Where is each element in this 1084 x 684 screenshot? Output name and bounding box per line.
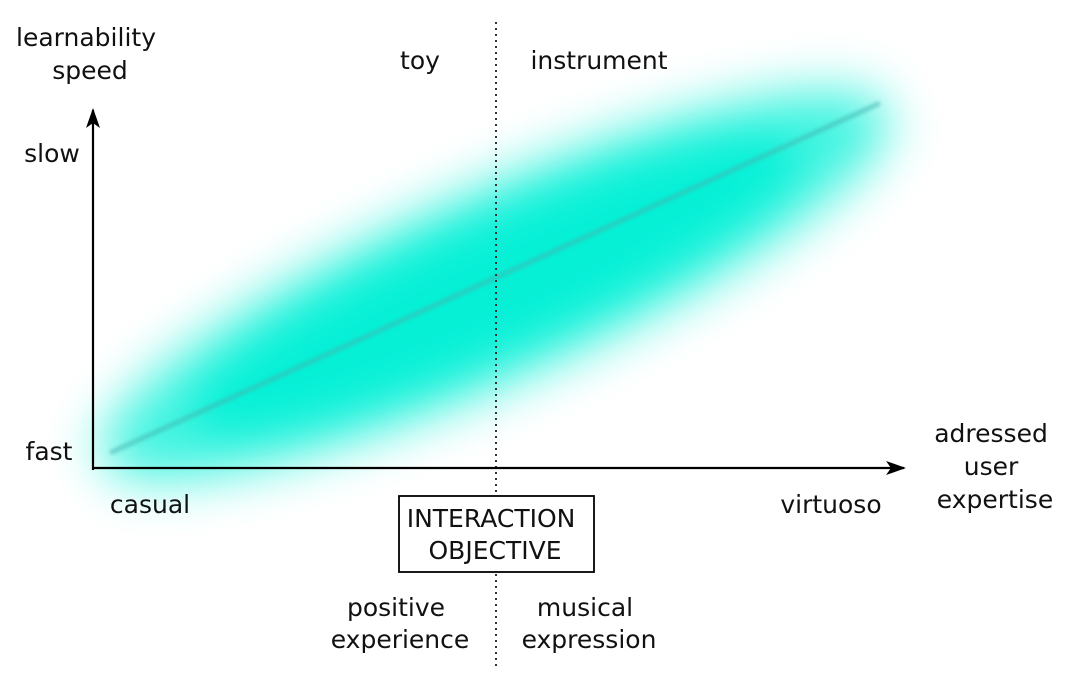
trend-line <box>109 101 881 455</box>
interaction-objective-box: INTERACTION OBJECTIVE <box>398 495 595 573</box>
y-axis-top-label: slow <box>24 139 80 168</box>
y-axis-title: learnability speed <box>16 23 164 85</box>
x-axis-title: adressed user expertise <box>934 419 1056 514</box>
interaction-objective-label: INTERACTION OBJECTIVE <box>407 504 584 565</box>
x-axis-right-label: virtuoso <box>780 490 881 519</box>
region-instrument-label: instrument <box>530 46 667 75</box>
objective-musical-expression-label: musical expression <box>522 593 657 654</box>
y-axis-bottom-label: fast <box>26 437 73 466</box>
x-axis-left-label: casual <box>110 490 190 519</box>
objective-positive-experience-label: positive experience <box>331 593 470 654</box>
region-toy-label: toy <box>400 46 440 75</box>
